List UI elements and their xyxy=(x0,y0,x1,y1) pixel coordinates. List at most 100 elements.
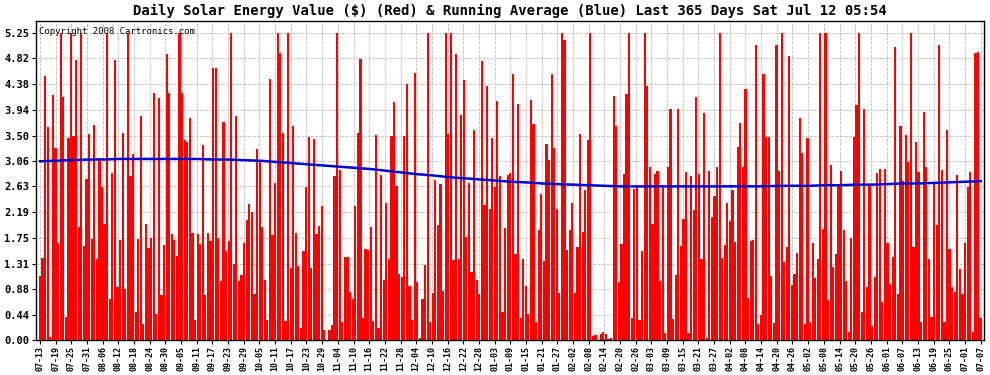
Bar xyxy=(687,333,690,340)
Bar xyxy=(749,241,751,340)
Bar xyxy=(926,167,928,340)
Bar xyxy=(256,148,258,340)
Bar xyxy=(804,324,806,340)
Bar xyxy=(568,230,571,340)
Bar xyxy=(530,100,532,340)
Bar xyxy=(117,287,119,340)
Bar xyxy=(119,240,121,340)
Bar xyxy=(871,326,873,340)
Bar xyxy=(432,293,434,340)
Bar xyxy=(685,172,687,340)
Bar xyxy=(659,281,661,340)
Bar xyxy=(359,59,361,340)
Bar xyxy=(644,33,645,340)
Bar xyxy=(422,299,424,340)
Bar xyxy=(915,142,917,340)
Bar xyxy=(651,224,653,340)
Bar xyxy=(881,302,883,340)
Bar xyxy=(483,205,485,340)
Bar xyxy=(579,134,581,340)
Bar xyxy=(615,126,618,340)
Bar xyxy=(646,86,648,340)
Bar xyxy=(266,320,268,340)
Bar xyxy=(873,277,876,340)
Bar xyxy=(754,45,757,340)
Bar xyxy=(641,252,644,340)
Bar xyxy=(140,116,142,340)
Bar xyxy=(845,281,847,340)
Bar xyxy=(292,126,294,340)
Bar xyxy=(661,185,664,340)
Bar xyxy=(734,242,737,340)
Bar xyxy=(124,289,127,340)
Bar xyxy=(88,134,90,340)
Bar xyxy=(933,182,936,340)
Bar xyxy=(765,137,767,340)
Bar xyxy=(212,68,214,340)
Bar xyxy=(409,286,411,340)
Bar xyxy=(452,260,454,340)
Bar xyxy=(305,188,307,340)
Bar xyxy=(465,237,467,340)
Bar xyxy=(740,123,742,340)
Bar xyxy=(369,226,372,340)
Bar xyxy=(274,183,276,340)
Bar xyxy=(47,127,49,340)
Bar xyxy=(528,315,530,340)
Bar xyxy=(427,33,429,340)
Bar xyxy=(838,184,840,340)
Bar xyxy=(486,86,488,340)
Bar xyxy=(746,298,749,340)
Bar xyxy=(300,328,302,340)
Bar xyxy=(411,320,413,340)
Bar xyxy=(553,148,555,340)
Bar xyxy=(478,294,480,340)
Bar xyxy=(318,226,320,340)
Bar xyxy=(827,300,830,340)
Bar xyxy=(349,292,351,340)
Bar xyxy=(243,243,246,340)
Bar xyxy=(974,53,976,340)
Bar xyxy=(608,339,610,340)
Bar xyxy=(135,312,137,340)
Bar xyxy=(462,80,465,340)
Bar xyxy=(631,318,633,340)
Bar xyxy=(54,148,56,340)
Bar xyxy=(618,282,620,340)
Bar xyxy=(667,167,669,340)
Bar xyxy=(202,146,204,340)
Bar xyxy=(899,126,902,340)
Bar xyxy=(535,322,538,340)
Bar xyxy=(892,257,894,340)
Bar xyxy=(547,160,550,340)
Bar xyxy=(90,239,93,340)
Bar xyxy=(884,169,886,340)
Bar xyxy=(636,187,638,340)
Bar xyxy=(449,33,452,340)
Bar xyxy=(698,174,700,340)
Bar xyxy=(866,287,868,340)
Bar xyxy=(269,79,271,340)
Bar xyxy=(109,299,111,340)
Bar xyxy=(336,33,339,340)
Bar xyxy=(80,33,82,340)
Bar xyxy=(98,158,101,340)
Bar xyxy=(445,33,446,340)
Bar xyxy=(672,319,674,340)
Bar xyxy=(538,230,540,340)
Bar xyxy=(714,196,716,340)
Bar xyxy=(457,259,459,340)
Bar xyxy=(183,140,186,340)
Bar xyxy=(331,325,333,340)
Bar xyxy=(64,317,67,340)
Bar xyxy=(677,109,679,340)
Bar xyxy=(576,247,578,340)
Bar xyxy=(775,45,777,340)
Bar xyxy=(248,204,250,340)
Bar xyxy=(959,269,961,340)
Bar xyxy=(920,322,923,340)
Bar xyxy=(362,318,364,340)
Bar xyxy=(354,206,356,340)
Bar xyxy=(96,259,98,340)
Bar xyxy=(956,175,958,340)
